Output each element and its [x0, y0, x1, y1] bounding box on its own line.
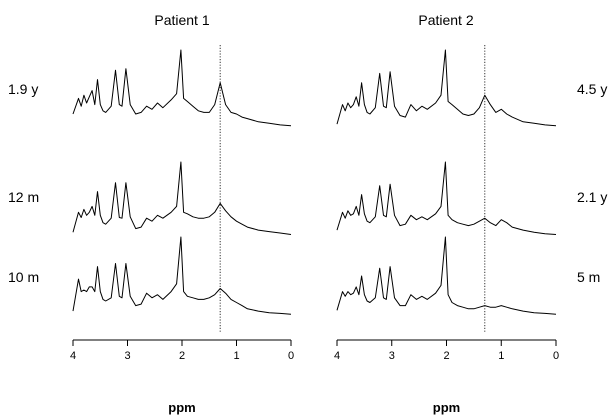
panel-2: Patient 2 4.5 y 2.1 y 5 m 4 3 2 1 0 ppm [334, 12, 607, 415]
series-label: 10 m [8, 269, 39, 285]
panel-title: Patient 2 [418, 12, 473, 28]
spectrum-line [72, 236, 292, 315]
x-tick-label: 4 [70, 350, 76, 362]
x-tick-label: 4 [334, 350, 340, 362]
series-label: 2.1 y [577, 189, 607, 205]
series-label: 4.5 y [577, 81, 607, 97]
spectrum-line [72, 161, 292, 235]
spectrum-line [72, 49, 292, 127]
x-tick-label: 1 [233, 350, 239, 362]
x-tick-label: 0 [288, 350, 294, 362]
spectrum-line [336, 236, 557, 315]
spectrum-line [336, 49, 557, 127]
series-label: 5 m [577, 269, 600, 285]
series-label: 1.9 y [8, 81, 38, 97]
x-tick-label: 3 [124, 350, 130, 362]
x-tick-label: 2 [179, 350, 185, 362]
x-tick-label: 3 [389, 350, 395, 362]
x-tick-label: 0 [553, 350, 559, 362]
x-tick-label: 2 [443, 350, 449, 362]
x-axis-label: ppm [168, 400, 195, 415]
x-tick-label: 1 [498, 350, 504, 362]
panel-title: Patient 1 [154, 12, 209, 28]
spectrum-line [336, 161, 557, 235]
series-label: 12 m [8, 189, 39, 205]
x-axis-label: ppm [433, 400, 460, 415]
panel-1: Patient 1 1.9 y 12 m 10 m 4 3 2 1 0 ppm [8, 12, 294, 415]
